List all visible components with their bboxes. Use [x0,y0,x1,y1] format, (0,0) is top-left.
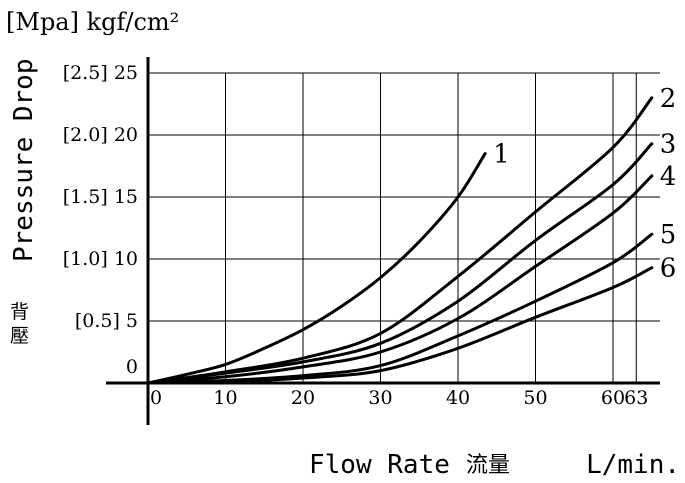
series-label-5: 5 [660,220,677,250]
y-axis-label-chinese: 背壓 [10,301,29,347]
x-tick-label: 50 [523,387,547,409]
series-label-3: 3 [660,130,677,160]
unit-label: [Mpa] kgf/cm² [6,8,179,36]
x-tick-label: 20 [291,387,315,409]
y-axis-label: Pressure Drop [9,59,39,263]
series-line-6 [146,266,654,385]
grid [148,72,660,383]
series-label-1: 1 [493,140,510,170]
y-tick-label: [1.5] 15 [63,186,138,208]
series-line-2 [146,96,654,385]
series-labels: 1 2 34 5 6 [493,84,676,284]
series-lines [146,96,654,385]
x-tick-label: 0 [150,387,162,409]
series-line-4 [146,174,654,385]
series-label-4: 4 [660,162,677,192]
x-axis-label: Flow Rate [309,450,450,480]
x-tick-label: 10 [213,387,237,409]
y-tick-label: [2.0] 20 [63,124,138,146]
series-line-5 [146,232,654,385]
x-axis-label-chinese: 流量 [466,453,510,478]
series-line-3 [146,142,654,385]
y-tick-label: [1.0] 10 [63,248,138,270]
series-line-1 [146,152,487,385]
x-tick-label: 40 [446,387,470,409]
x-tick-label: 30 [368,387,392,409]
x-tick-label: 60 [601,387,625,409]
y-tick-label: [2.5] 25 [63,62,138,84]
y-tick-label: 0 [126,356,138,378]
tick-labels: 0 [0.5] 5 [1.0] 10 [1.5] 15 [2.0] 20 [2.5] 25… [63,62,649,409]
x-axis-unit: L/min. [586,450,680,480]
y-tick-label: [0.5] 5 [75,310,138,332]
series-label-2: 2 [660,84,677,114]
series-label-6: 6 [660,254,677,284]
x-tick-label: 63 [624,387,648,409]
